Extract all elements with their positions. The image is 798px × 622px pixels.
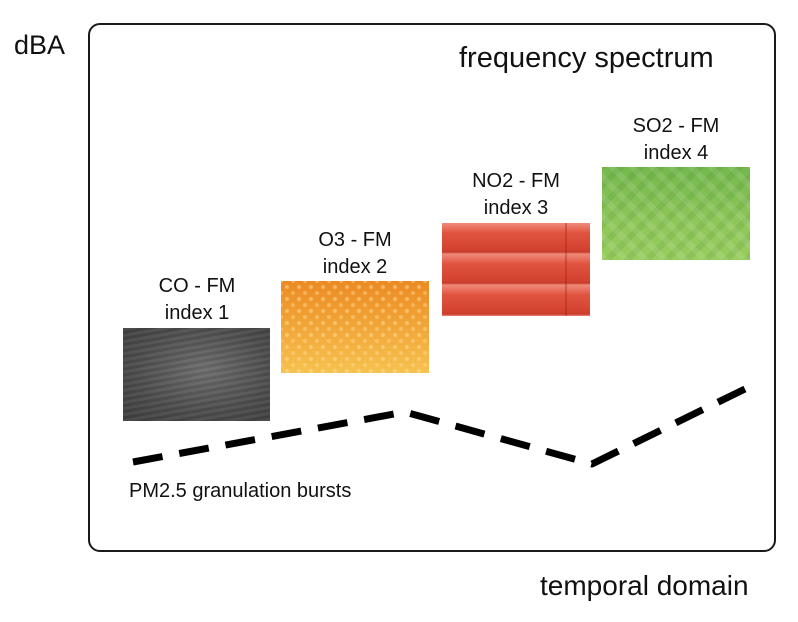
block-label-line2: index 1 [164,302,230,324]
spectrum-block-co [123,328,270,421]
block-label-o3: O3 - FM index 2 [265,227,445,281]
block-label-so2: SO2 - FM index 4 [586,113,766,167]
block-label-line1: O3 - FM [318,229,392,251]
block-label-line2: index 4 [643,142,709,164]
diagram-frame [88,23,776,552]
block-label-line1: NO2 - FM [472,170,560,192]
y-axis-label: dBA [14,30,66,60]
block-label-co: CO - FM index 1 [107,273,287,327]
pm25-trend-line [132,381,755,468]
spectrum-block-o3 [281,281,429,373]
spectrum-block-no2 [442,223,590,316]
block-label-line1: CO - FM [158,275,236,297]
spectrum-block-so2 [602,167,750,260]
block-label-no2: NO2 - FM index 3 [426,168,606,222]
trend-label: PM2.5 granulation bursts [129,480,352,502]
block-label-line2: index 2 [322,256,388,278]
block-label-line2: index 3 [483,197,549,219]
block-label-line1: SO2 - FM [632,115,720,137]
x-axis-label: temporal domain [540,570,749,601]
diagram-title: frequency spectrum [459,42,714,74]
